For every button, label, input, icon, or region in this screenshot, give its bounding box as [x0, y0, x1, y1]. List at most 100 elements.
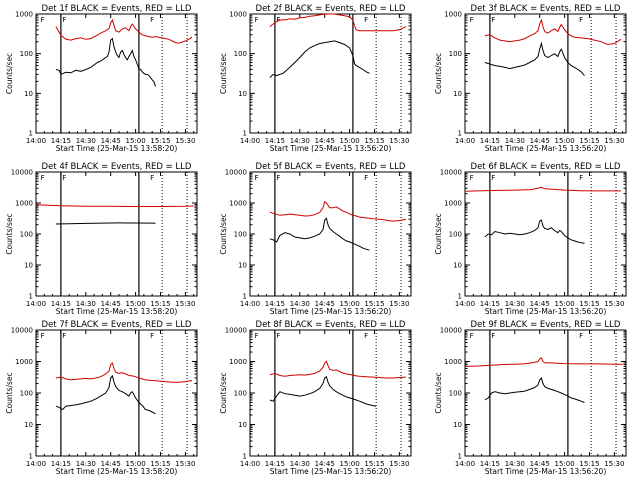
x-tick-label: 14:30	[505, 460, 525, 468]
series-line-lld	[269, 13, 407, 32]
y-tick-label: 100	[449, 50, 462, 58]
y-axis-label: Counts/sec	[219, 213, 228, 254]
y-tick-label: 10000	[11, 327, 33, 335]
series-line-lld	[464, 186, 621, 192]
flag-label: F	[150, 332, 154, 340]
series-line-events	[55, 222, 156, 225]
series-line-events	[484, 376, 585, 403]
y-tick-label: 100	[449, 390, 462, 398]
flag-label: F	[62, 332, 66, 340]
x-tick-label: 14:00	[240, 137, 260, 145]
flag-label: F	[41, 16, 45, 24]
x-tick-label: 14:00	[240, 300, 260, 308]
x-tick-label: 14:15	[480, 460, 500, 468]
y-tick-label: 10	[238, 262, 247, 270]
y-tick-label: 1000	[15, 11, 33, 19]
flag-label: F	[150, 174, 154, 182]
flag-label: F	[470, 174, 474, 182]
chart-panel-9: Det 9f BLACK = Events, RED = LLD 14:00 14:…	[434, 320, 627, 476]
x-tick-label: 15:15	[364, 460, 384, 468]
x-axis-label: Start Time (25-Mar-15 13:56:20)	[270, 307, 392, 316]
y-axis-label: Counts/sec	[5, 53, 14, 94]
y-tick-label: 10	[24, 90, 33, 98]
y-tick-label: 1000	[15, 200, 33, 208]
y-axis-label: Counts/sec	[434, 213, 443, 254]
y-axis-label: Counts/sec	[219, 372, 228, 413]
x-tick-label: 14:45	[101, 460, 121, 468]
y-tick-label: 1	[243, 453, 247, 461]
x-tick-label: 14:30	[505, 300, 525, 308]
series-line-lld	[464, 357, 623, 367]
series-line-lld	[55, 18, 193, 44]
x-tick-label: 14:45	[315, 460, 335, 468]
flag-label: F	[276, 332, 280, 340]
flag-label: F	[150, 16, 154, 24]
series-line-lld	[484, 18, 622, 46]
x-tick-label: 14:15	[265, 300, 285, 308]
x-tick-label: 14:45	[315, 300, 335, 308]
x-tick-label: 15:15	[364, 300, 384, 308]
y-axis-label: Counts/sec	[219, 53, 228, 94]
x-tick-label: 14:00	[240, 460, 260, 468]
flag-label: F	[276, 174, 280, 182]
y-tick-label: 1000	[444, 358, 462, 366]
x-axis-label: Start Time (25-Mar-15 13:58:20)	[56, 144, 178, 153]
y-tick-label: 10	[238, 421, 247, 429]
y-tick-label: 1	[458, 130, 462, 138]
series-line-lld	[269, 360, 407, 379]
x-tick-label: 15:15	[150, 460, 170, 468]
y-tick-label: 100	[234, 231, 247, 239]
x-tick-label: 15:00	[339, 300, 359, 308]
flag-label: F	[579, 174, 583, 182]
x-tick-label: 15:15	[364, 137, 384, 145]
flag-label: F	[491, 174, 495, 182]
x-tick-label: 14:15	[265, 137, 285, 145]
flag-label: F	[255, 332, 259, 340]
flag-label: F	[62, 16, 66, 24]
y-tick-label: 100	[234, 50, 247, 58]
series-line-events	[484, 41, 585, 76]
x-tick-label: 14:15	[51, 460, 71, 468]
flag-label: F	[62, 174, 66, 182]
x-tick-label: 14:30	[76, 137, 96, 145]
y-tick-label: 1000	[229, 11, 247, 19]
y-tick-label: 1000	[229, 358, 247, 366]
flag-label: F	[579, 332, 583, 340]
series-line-events	[484, 219, 585, 244]
flag-label: F	[364, 16, 368, 24]
y-tick-label: 10	[24, 262, 33, 270]
y-tick-label: 100	[449, 231, 462, 239]
x-tick-label: 14:45	[315, 137, 335, 145]
x-tick-label: 14:30	[505, 137, 525, 145]
chart-panel-3: Det 3f BLACK = Events, RED = LLD 14:00 14:…	[434, 4, 627, 153]
x-tick-label: 15:30	[389, 300, 409, 308]
x-tick-label: 14:30	[290, 137, 310, 145]
y-tick-label: 1	[458, 293, 462, 301]
y-tick-label: 1	[29, 453, 33, 461]
x-tick-label: 14:45	[530, 460, 550, 468]
x-tick-label: 15:00	[554, 300, 574, 308]
y-axis-label: Counts/sec	[434, 53, 443, 94]
x-axis-label: Start Time (25-Mar-15 13:58:20)	[56, 467, 178, 476]
x-tick-label: 15:15	[579, 460, 599, 468]
series-line-events	[269, 375, 377, 407]
y-tick-label: 100	[20, 390, 33, 398]
flag-label: F	[491, 332, 495, 340]
chart-panel-8: Det 8f BLACK = Events, RED = LLD 14:00 14:…	[219, 320, 412, 476]
x-axis-label: Start Time (25-Mar-15 13:56:20)	[485, 307, 607, 316]
x-tick-label: 14:30	[76, 460, 96, 468]
chart-title: Det 3f BLACK = Events, RED = LLD	[471, 4, 621, 14]
x-tick-label: 14:00	[455, 460, 475, 468]
x-tick-label: 15:00	[125, 137, 145, 145]
x-tick-label: 15:00	[125, 460, 145, 468]
x-tick-label: 15:30	[175, 300, 195, 308]
x-tick-label: 15:30	[175, 137, 195, 145]
chart-title: Det 5f BLACK = Events, RED = LLD	[256, 162, 406, 172]
flag-label: F	[491, 16, 495, 24]
flag-label: F	[255, 174, 259, 182]
series-line-events	[55, 374, 156, 415]
flag-label: F	[41, 174, 45, 182]
plot-frame	[35, 13, 198, 134]
y-tick-label: 1	[458, 453, 462, 461]
chart-panel-1: Det 1f BLACK = Events, RED = LLD 14:00 14:…	[5, 4, 198, 153]
